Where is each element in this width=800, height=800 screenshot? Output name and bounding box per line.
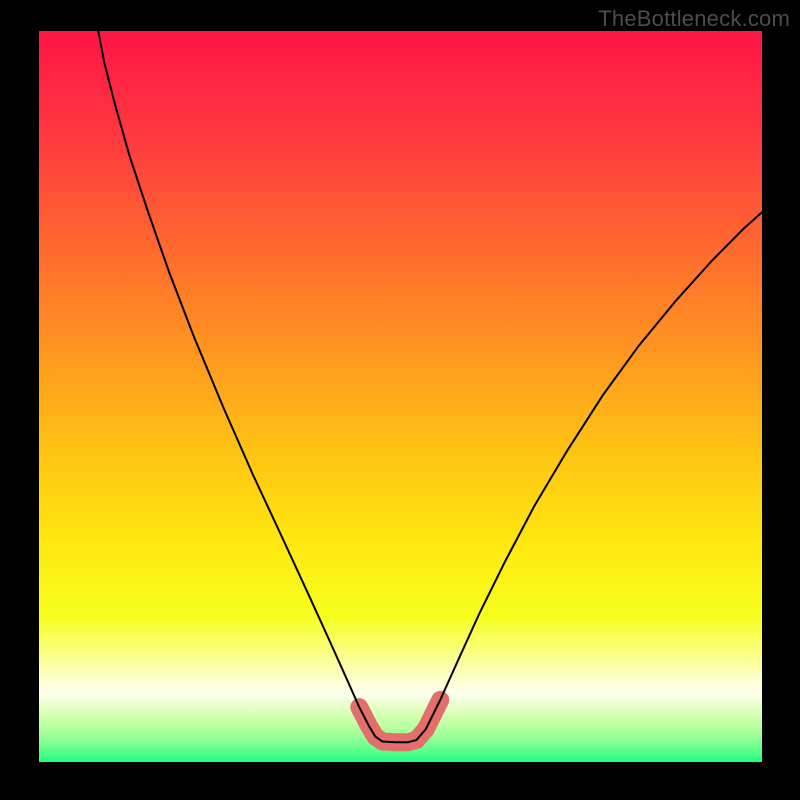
- chart-svg: [0, 0, 800, 800]
- chart-stage: TheBottleneck.com: [0, 0, 800, 800]
- plot-background: [39, 31, 762, 762]
- watermark-text: TheBottleneck.com: [598, 6, 790, 32]
